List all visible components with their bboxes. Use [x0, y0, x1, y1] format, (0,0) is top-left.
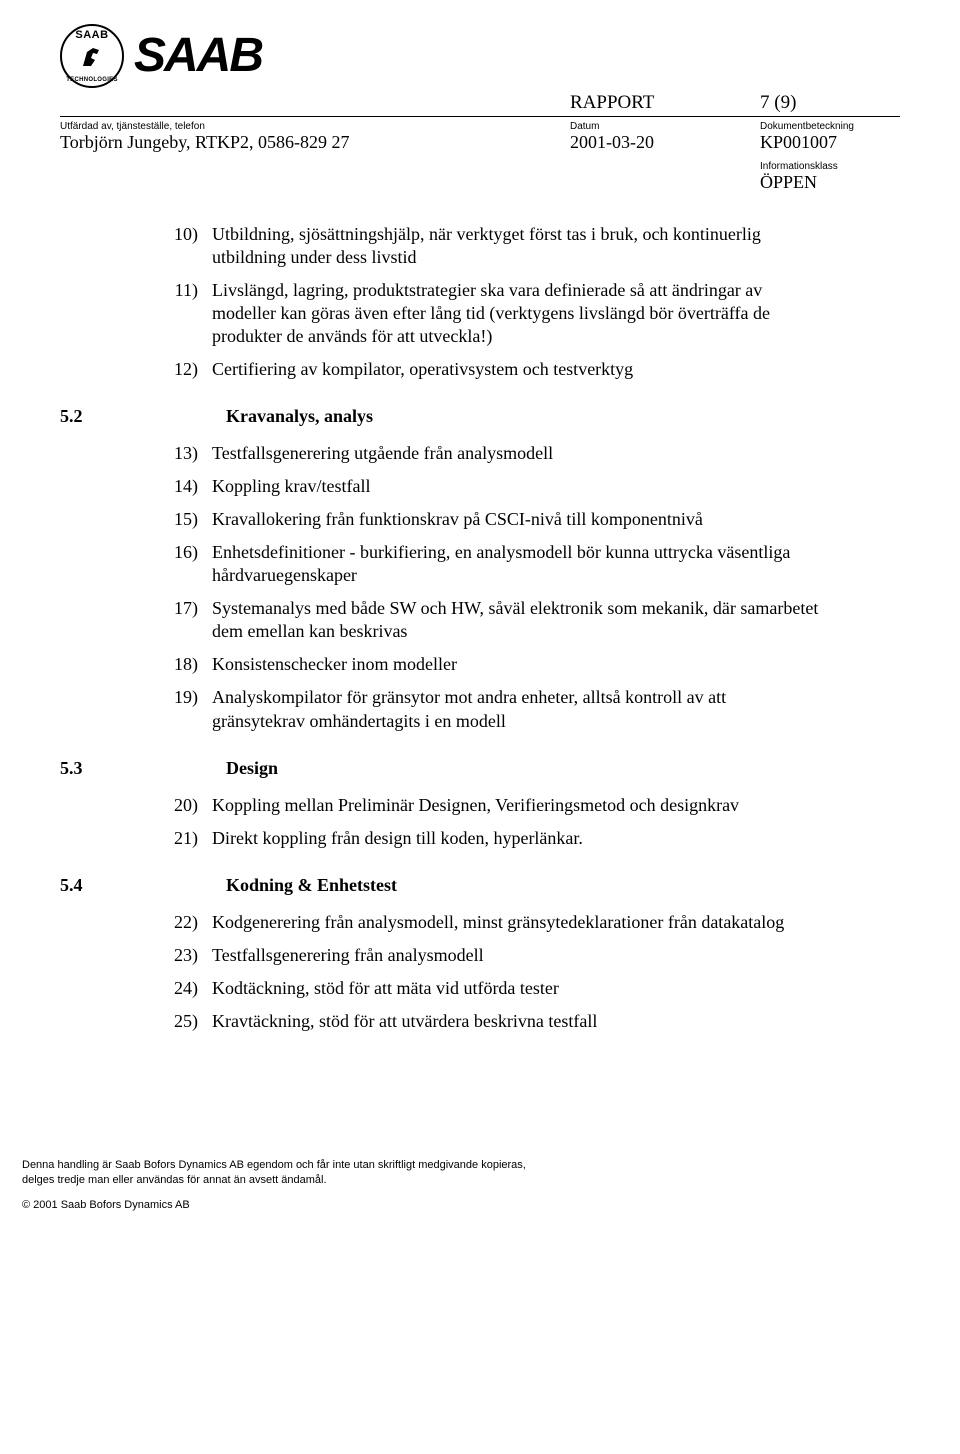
list-item: 25)Kravtäckning, stöd för att utvärdera …	[60, 1010, 900, 1033]
issued-by-value: Torbjörn Jungeby, RTKP2, 0586-829 27	[60, 132, 570, 153]
griffin-icon	[79, 44, 105, 72]
item-text: Testfallsgenerering från analysmodell	[212, 944, 900, 967]
item-number: 17)	[164, 597, 212, 643]
item-text: Enhetsdefinitioner - burkifiering, en an…	[212, 541, 900, 587]
item-number: 11)	[164, 279, 212, 348]
section-title: Kodning & Enhetstest	[226, 874, 900, 897]
item-text: Kravtäckning, stöd för att utvärdera bes…	[212, 1010, 900, 1033]
item-text: Analyskompilator för gränsytor mot andra…	[212, 686, 900, 732]
item-text: Kodtäckning, stöd för att mäta vid utför…	[212, 977, 900, 1000]
section-title: Design	[226, 757, 900, 780]
item-text: Kravallokering från funktionskrav på CSC…	[212, 508, 900, 531]
page: SAAB TECHNOLOGIES SAAB RAPPORT 7 (9) Utf…	[0, 0, 960, 1237]
list-item: 13)Testfallsgenerering utgående från ana…	[60, 442, 900, 465]
logo-group: SAAB TECHNOLOGIES SAAB	[60, 24, 262, 88]
list-5-2: 13)Testfallsgenerering utgående från ana…	[60, 442, 900, 732]
item-number: 18)	[164, 653, 212, 676]
item-number: 15)	[164, 508, 212, 531]
section-number: 5.3	[60, 757, 226, 780]
section-number: 5.2	[60, 405, 226, 428]
item-number: 12)	[164, 358, 212, 381]
item-text: Livslängd, lagring, produktstrategier sk…	[212, 279, 900, 348]
report-label: RAPPORT	[570, 92, 760, 114]
list-item: 15)Kravallokering från funktionskrav på …	[60, 508, 900, 531]
logo-emblem-top-text: SAAB	[68, 29, 116, 41]
item-number: 20)	[164, 794, 212, 817]
info-class-row: Informationsklass ÖPPEN	[60, 161, 900, 193]
section-heading-5-2: 5.2 Kravanalys, analys	[60, 405, 900, 428]
item-text: Utbildning, sjösättningshjälp, när verkt…	[212, 223, 900, 269]
item-text: Systemanalys med både SW och HW, såväl e…	[212, 597, 900, 643]
item-text: Testfallsgenerering utgående från analys…	[212, 442, 900, 465]
item-number: 10)	[164, 223, 212, 269]
doc-id-value: KP001007	[760, 132, 900, 153]
date-value: 2001-03-20	[570, 132, 760, 153]
list-item: 18)Konsistenschecker inom modeller	[60, 653, 900, 676]
list-continuation: 10) Utbildning, sjösättningshjälp, när v…	[60, 223, 900, 381]
section-heading-5-4: 5.4 Kodning & Enhetstest	[60, 874, 900, 897]
list-item: 12) Certifiering av kompilator, operativ…	[60, 358, 900, 381]
document-body: 10) Utbildning, sjösättningshjälp, när v…	[60, 223, 900, 1033]
logo-emblem: SAAB TECHNOLOGIES	[60, 24, 124, 88]
date-label: Datum	[570, 121, 760, 132]
item-text: Kodgenerering från analysmodell, minst g…	[212, 911, 900, 934]
meta-values-row: Torbjörn Jungeby, RTKP2, 0586-829 27 200…	[60, 132, 900, 153]
item-text: Certifiering av kompilator, operativsyst…	[212, 358, 900, 381]
header-logo-row: SAAB TECHNOLOGIES SAAB	[60, 24, 900, 88]
list-item: 17)Systemanalys med både SW och HW, såvä…	[60, 597, 900, 643]
footer-copyright: © 2001 Saab Bofors Dynamics AB	[22, 1198, 542, 1213]
item-number: 22)	[164, 911, 212, 934]
item-number: 24)	[164, 977, 212, 1000]
list-item: 16)Enhetsdefinitioner - burkifiering, en…	[60, 541, 900, 587]
item-number: 14)	[164, 475, 212, 498]
item-text: Koppling krav/testfall	[212, 475, 900, 498]
issued-by-label: Utfärdad av, tjänsteställe, telefon	[60, 121, 570, 132]
report-title-row: RAPPORT 7 (9)	[60, 92, 900, 114]
item-number: 19)	[164, 686, 212, 732]
item-number: 23)	[164, 944, 212, 967]
list-item: 14)Koppling krav/testfall	[60, 475, 900, 498]
footer-disclaimer: Denna handling är Saab Bofors Dynamics A…	[22, 1158, 542, 1188]
item-number: 13)	[164, 442, 212, 465]
list-item: 24)Kodtäckning, stöd för att mäta vid ut…	[60, 977, 900, 1000]
logo-emblem-bottom-text: TECHNOLOGIES	[62, 77, 122, 83]
list-item: 11) Livslängd, lagring, produktstrategie…	[60, 279, 900, 348]
info-class-label: Informationsklass	[760, 161, 900, 172]
info-class-value: ÖPPEN	[760, 172, 900, 193]
item-number: 21)	[164, 827, 212, 850]
section-number: 5.4	[60, 874, 226, 897]
list-5-3: 20)Koppling mellan Preliminär Designen, …	[60, 794, 900, 850]
list-item: 10) Utbildning, sjösättningshjälp, när v…	[60, 223, 900, 269]
list-item: 22)Kodgenerering från analysmodell, mins…	[60, 911, 900, 934]
list-item: 21)Direkt koppling från design till kode…	[60, 827, 900, 850]
list-item: 19)Analyskompilator för gränsytor mot an…	[60, 686, 900, 732]
item-number: 16)	[164, 541, 212, 587]
item-text: Konsistenschecker inom modeller	[212, 653, 900, 676]
header-rule	[60, 116, 900, 117]
footer: Denna handling är Saab Bofors Dynamics A…	[22, 1158, 542, 1213]
list-item: 23)Testfallsgenerering från analysmodell	[60, 944, 900, 967]
logo-wordmark: SAAB	[134, 32, 262, 80]
meta-labels-row: Utfärdad av, tjänsteställe, telefon Datu…	[60, 121, 900, 132]
item-number: 25)	[164, 1010, 212, 1033]
item-text: Direkt koppling från design till koden, …	[212, 827, 900, 850]
page-number: 7 (9)	[760, 92, 900, 114]
doc-id-label: Dokumentbeteckning	[760, 121, 900, 132]
list-item: 20)Koppling mellan Preliminär Designen, …	[60, 794, 900, 817]
list-5-4: 22)Kodgenerering från analysmodell, mins…	[60, 911, 900, 1033]
section-title: Kravanalys, analys	[226, 405, 900, 428]
item-text: Koppling mellan Preliminär Designen, Ver…	[212, 794, 900, 817]
section-heading-5-3: 5.3 Design	[60, 757, 900, 780]
